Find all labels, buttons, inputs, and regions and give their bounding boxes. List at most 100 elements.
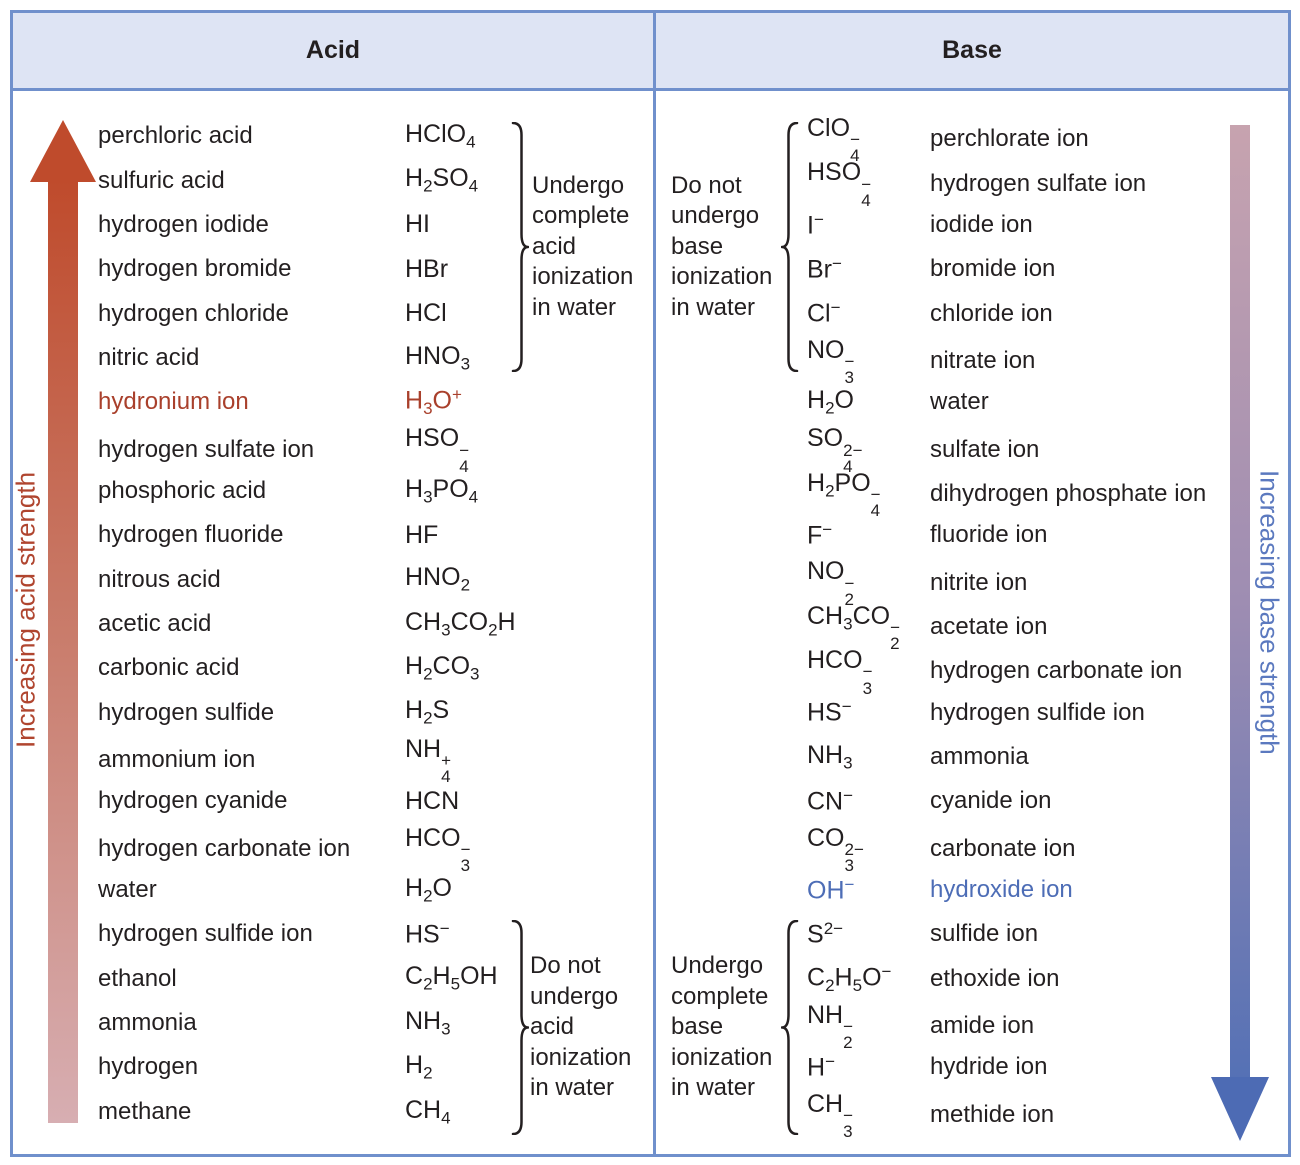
acid-formula: NH +4	[405, 734, 452, 787]
base-name: hydride ion	[930, 1053, 1048, 1081]
acid-rows-list: perchloric acid HClO4 sulfuric acid H2SO…	[13, 114, 655, 1134]
base-formula: SO 2− 4	[807, 424, 863, 476]
base-row: NO −3 nitrate ion	[807, 336, 1227, 387]
acid-row: ethanol C2H5OH	[98, 957, 512, 1001]
strong-bases-annotation: Undergo complete base ionization in water	[671, 920, 783, 1135]
base-row: CO 2− 3 carbonate ion	[807, 824, 1227, 875]
acid-name: nitrous acid	[98, 565, 221, 593]
acid-formula: H2S	[405, 696, 450, 728]
base-row: F− fluoride ion	[807, 513, 1227, 557]
base-name: ammonia	[930, 742, 1029, 770]
base-row: Cl− chloride ion	[807, 291, 1227, 335]
nonionizing-bases-brace	[781, 122, 799, 372]
acid-formula: HS−	[405, 919, 450, 949]
acid-formula: HNO3	[405, 341, 471, 374]
acid-name: ammonium ion	[98, 746, 256, 774]
acid-formula: HCO −3	[405, 823, 471, 875]
base-name: ethoxide ion	[930, 964, 1060, 992]
base-formula: HS−	[807, 697, 852, 727]
annotation-line: undergo	[671, 202, 760, 230]
acid-name: hydrogen chloride	[98, 299, 289, 327]
base-formula: NO −2	[807, 557, 855, 609]
acid-name: acetic acid	[98, 609, 212, 637]
annotation-line: acid	[530, 1013, 575, 1041]
acid-formula: CH4	[405, 1095, 451, 1127]
base-row: NH3 ammonia	[807, 735, 1227, 779]
acid-name: nitric acid	[98, 343, 200, 371]
acid-row: hydrogen sulfate ion HSO −4	[98, 424, 512, 475]
acid-formula: H2SO4	[405, 164, 479, 196]
base-row: CN− cyanide ion	[807, 779, 1227, 823]
acid-name: carbonic acid	[98, 654, 240, 682]
acid-row: hydrogen iodide HI	[98, 203, 512, 247]
acid-name: phosphoric acid	[98, 476, 267, 504]
base-formula: H−	[807, 1052, 835, 1082]
base-row: C2H5O− ethoxide ion	[807, 957, 1227, 1001]
base-row: Br− bromide ion	[807, 247, 1227, 291]
acid-strength-arrow-head-icon	[30, 120, 96, 182]
strong-acids-annotation: Undergo complete acid ionization in water	[532, 122, 662, 372]
base-row: H− hydride ion	[807, 1045, 1227, 1089]
base-formula: CO 2− 3	[807, 823, 864, 875]
annotation-line: undergo	[530, 982, 619, 1010]
annotation-line: ionization	[671, 1043, 773, 1071]
base-column-header: Base	[656, 13, 1288, 88]
acid-row: nitrous acid HNO2	[98, 557, 512, 601]
acid-row: hydrogen carbonate ion HCO −3	[98, 824, 512, 875]
acid-name: hydrogen bromide	[98, 255, 292, 283]
acid-row: hydrogen sulfide H2S	[98, 690, 512, 734]
base-formula: CN−	[807, 786, 854, 816]
base-name: bromide ion	[930, 255, 1056, 283]
base-name: hydrogen carbonate ion	[930, 657, 1183, 685]
acid-header-label: Acid	[305, 36, 361, 64]
base-formula: HCO −3	[807, 646, 873, 698]
acid-formula: H2	[405, 1051, 433, 1083]
base-name: iodide ion	[930, 210, 1033, 238]
base-formula: OH−	[807, 874, 855, 905]
acid-row: methane CH4	[98, 1090, 512, 1134]
acid-name: hydronium ion	[98, 388, 249, 416]
base-formula: S2−	[807, 919, 844, 949]
base-formula: I−	[807, 209, 824, 240]
base-name: hydrogen sulfate ion	[930, 169, 1147, 197]
annotation-line: acid	[532, 232, 577, 260]
acid-name: ethanol	[98, 964, 177, 992]
acid-formula: H2O	[405, 873, 452, 906]
annotation-line: ionization	[532, 263, 634, 291]
annotation-line: in water	[530, 1074, 615, 1102]
base-strength-arrow-label: Increasing base strength	[1254, 469, 1285, 755]
base-formula: NH3	[807, 740, 853, 773]
base-row: S2− sulfide ion	[807, 912, 1227, 956]
annotation-line: complete	[671, 982, 769, 1010]
acid-formula: HNO2	[405, 563, 471, 595]
acid-name: sulfuric acid	[98, 166, 225, 194]
base-name: dihydrogen phosphate ion	[930, 480, 1207, 508]
acid-name: hydrogen sulfate ion	[98, 435, 315, 463]
acid-name: perchloric acid	[98, 122, 253, 150]
acid-row: hydrogen bromide HBr	[98, 247, 512, 291]
base-strength-arrow-head-icon	[1211, 1077, 1269, 1141]
strong-acids-brace	[511, 122, 529, 372]
base-row: SO 2− 4 sulfate ion	[807, 424, 1227, 475]
acid-formula: HCN	[405, 786, 460, 815]
base-row: HCO −3 hydrogen carbonate ion	[807, 646, 1227, 697]
acid-name: ammonia	[98, 1009, 197, 1037]
nonionizing-acids-annotation: Do not undergo acid ionization in water	[530, 920, 660, 1135]
base-name: fluoride ion	[930, 521, 1048, 549]
acid-formula: NH3	[405, 1006, 451, 1039]
annotation-line: base	[671, 1013, 724, 1041]
base-name: methide ion	[930, 1100, 1055, 1128]
base-strength-arrow-shaft	[1230, 125, 1250, 1078]
base-name: nitrite ion	[930, 568, 1028, 596]
base-formula: C2H5O−	[807, 961, 892, 995]
base-name: carbonate ion	[930, 834, 1076, 862]
strong-bases-brace	[781, 920, 799, 1135]
base-formula: CH −3	[807, 1089, 854, 1142]
acid-formula: HI	[405, 210, 430, 239]
base-row: NH −2 amide ion	[807, 1001, 1227, 1052]
annotation-line: in water	[671, 1074, 756, 1102]
annotation-line: Undergo	[532, 171, 625, 199]
base-formula: NH −2	[807, 1000, 854, 1053]
annotation-line: complete	[532, 202, 630, 230]
column-divider	[653, 13, 656, 1154]
